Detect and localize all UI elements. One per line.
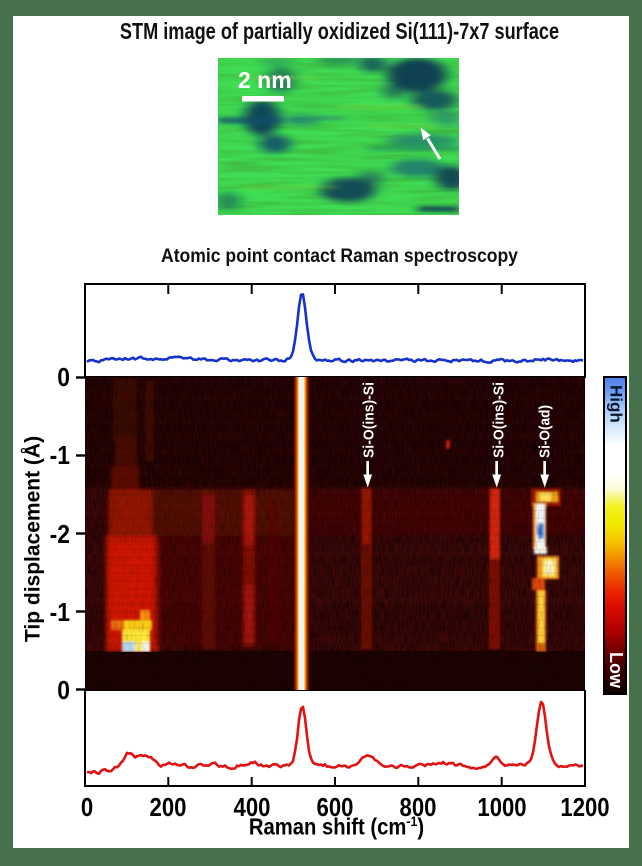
svg-text:Si-O(ins)-Si: Si-O(ins)-Si (492, 382, 508, 458)
svg-text:2 nm: 2 nm (238, 67, 292, 93)
svg-text:Low: Low (606, 652, 626, 689)
svg-text:Si-O(ad): Si-O(ad) (538, 405, 554, 458)
svg-text:High: High (607, 385, 626, 423)
svg-text:Tip displacement (Å): Tip displacement (Å) (21, 436, 45, 642)
svg-text:Si-O(ins)-Si: Si-O(ins)-Si (362, 382, 378, 458)
